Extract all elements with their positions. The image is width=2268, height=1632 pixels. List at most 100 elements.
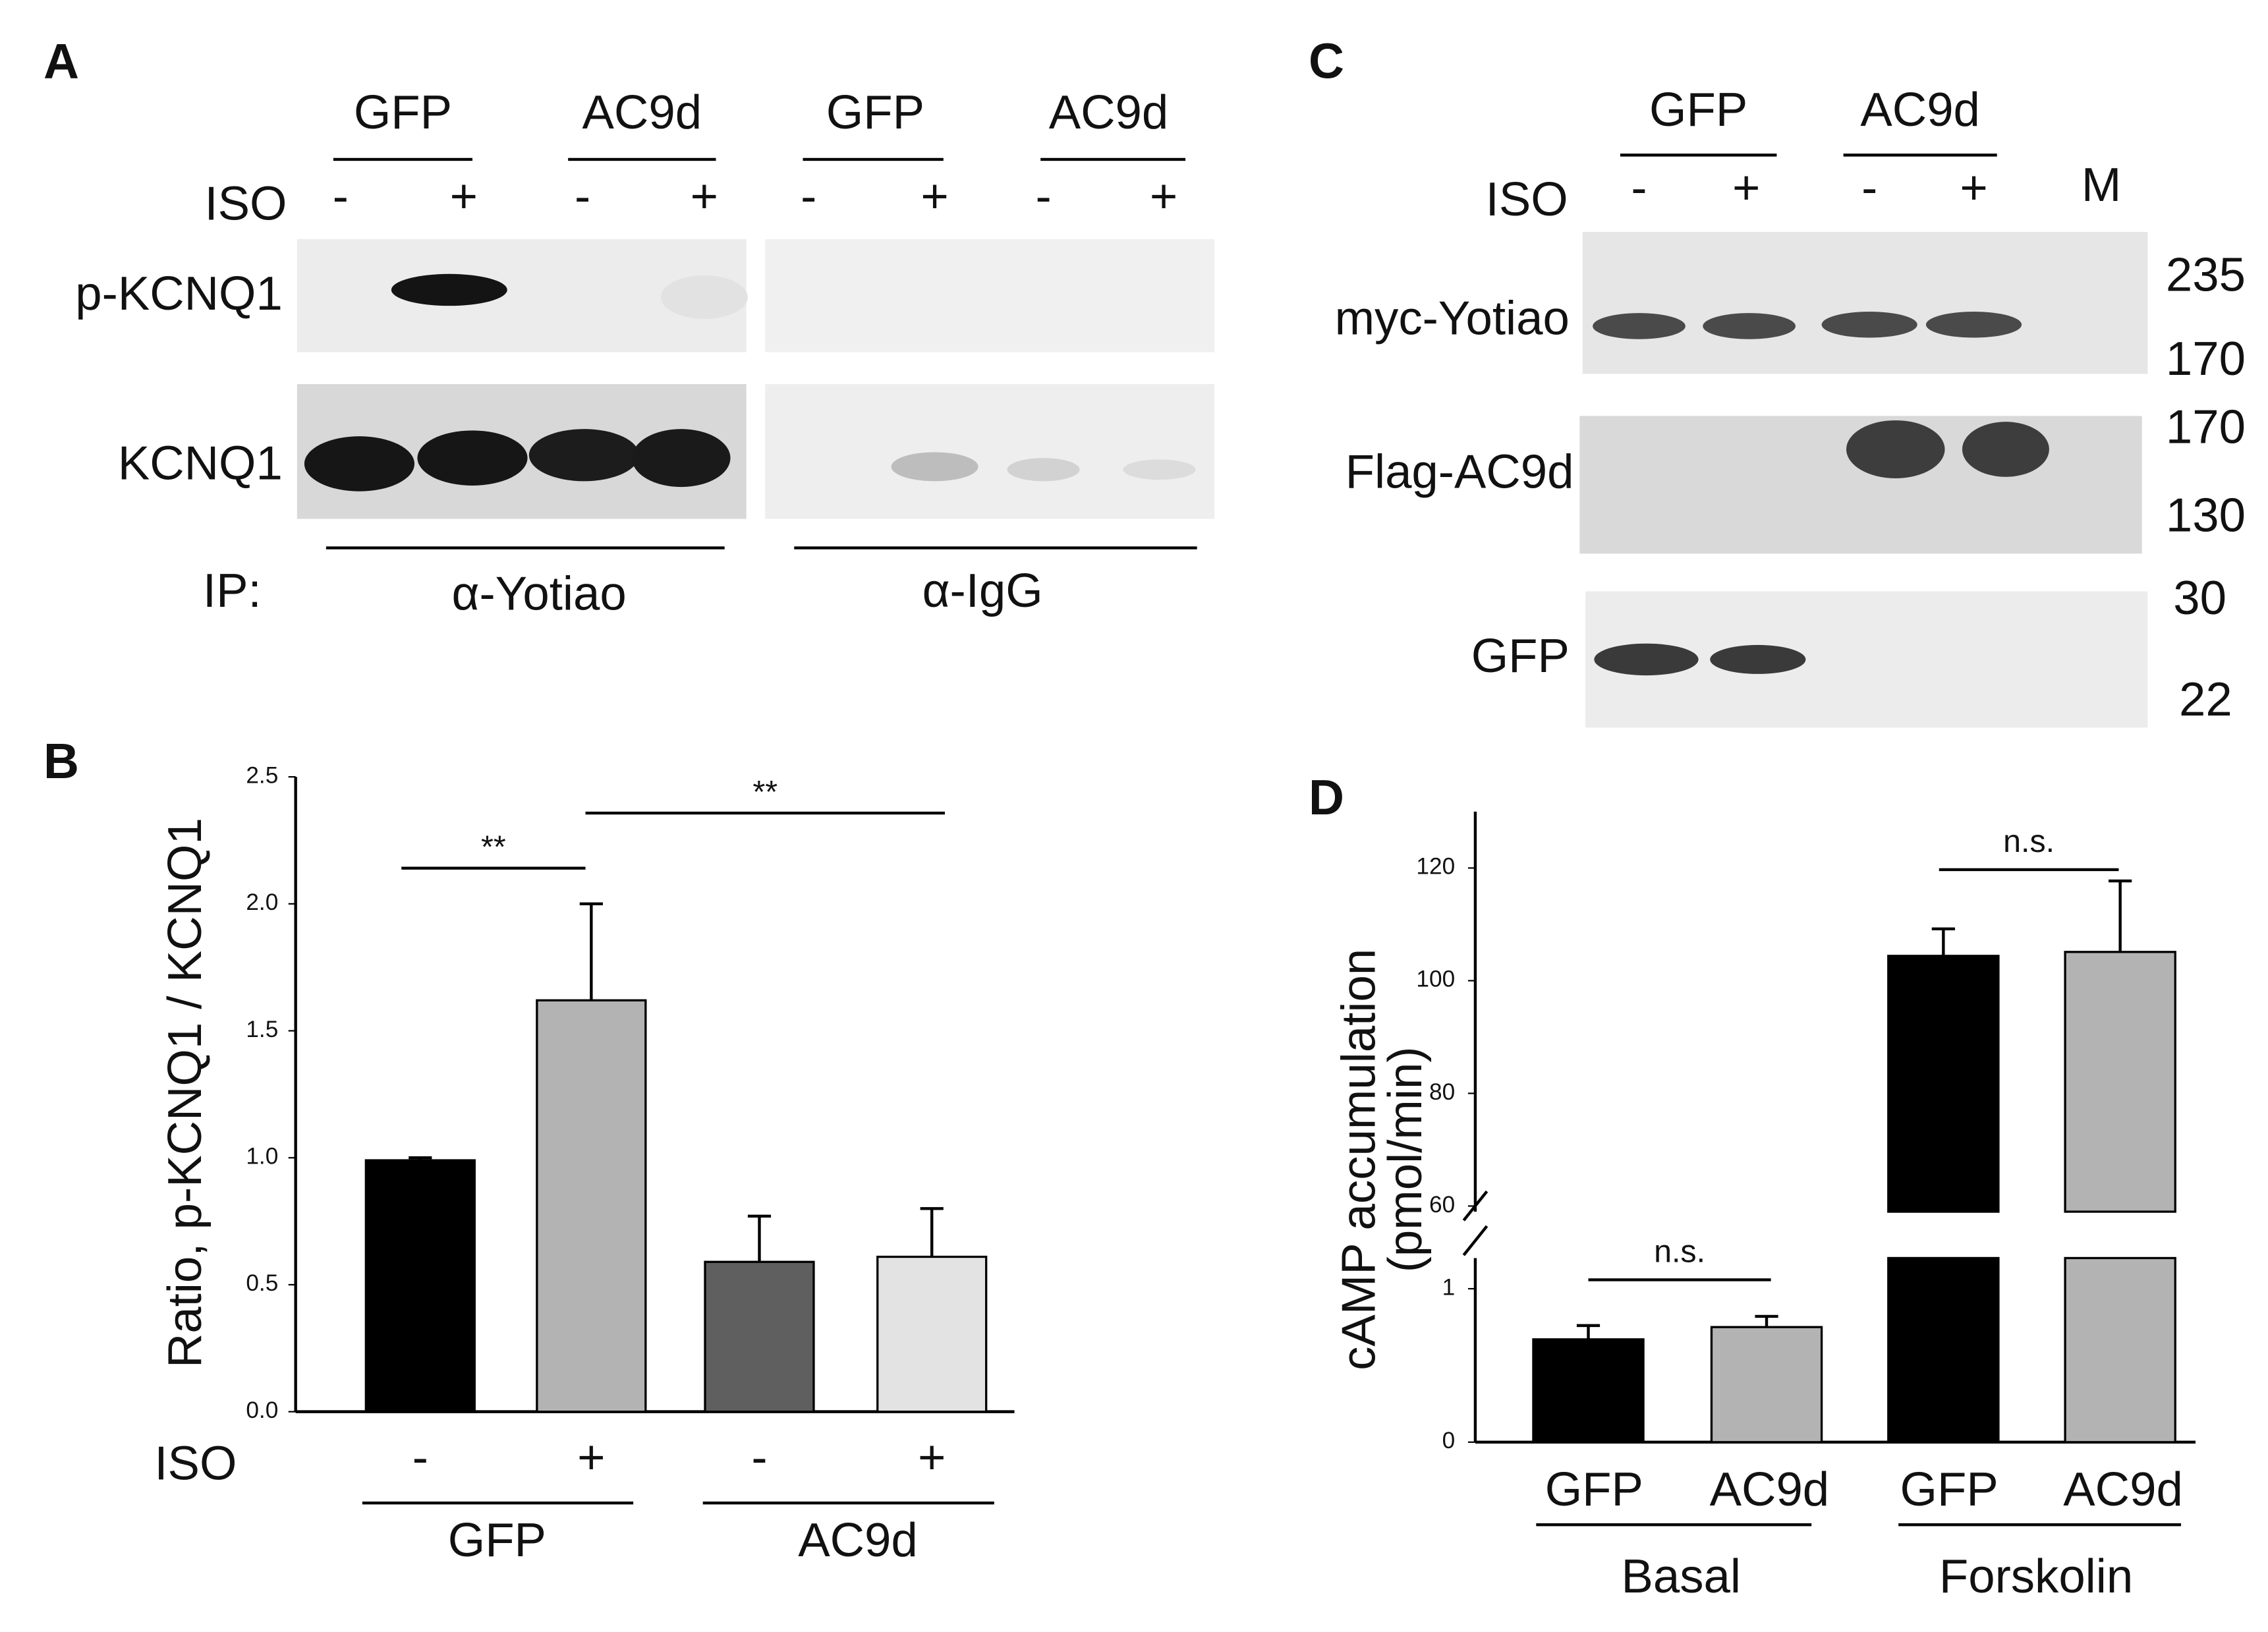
band (1593, 313, 1686, 339)
group-label: GFP (1649, 83, 1747, 136)
band (891, 452, 978, 482)
significance-label: n.s. (1654, 1234, 1705, 1270)
x-tick-label: + (577, 1431, 605, 1484)
group-label: GFP (826, 86, 924, 139)
band (1007, 458, 1080, 482)
panel-a: A GFP AC9d GFP AC9d ISO - + - + - + - + p-KCNQ1… (43, 34, 1215, 621)
band (417, 430, 528, 486)
group-label: Basal (1621, 1550, 1741, 1603)
iso-sign: - (1035, 170, 1051, 223)
marker-lane-label: M (2082, 158, 2121, 211)
axis-break (1462, 1225, 1488, 1256)
row-label: p-KCNQ1 (75, 267, 283, 320)
group-label: AC9d (1049, 86, 1169, 139)
significance-label: ** (752, 774, 778, 810)
band (1710, 644, 1806, 674)
iso-sign: + (1732, 161, 1760, 215)
y-tick-label: 100 (1416, 967, 1455, 992)
x-tick-label: AC9d (1710, 1463, 1830, 1516)
iso-sign: - (1631, 161, 1647, 215)
panel-letter: C (1309, 34, 1344, 89)
iso-sign: - (575, 170, 590, 223)
iso-sign: + (691, 170, 718, 223)
bar (2064, 951, 2176, 1213)
y-axis-label: cAMP accumulation (1332, 949, 1386, 1370)
band (1821, 311, 1917, 338)
y-tick-label: 60 (1429, 1192, 1455, 1218)
panel-c: C GFP AC9d ISO - + - + M myc-Yotiao Flag… (1309, 34, 2246, 728)
band (1925, 311, 2022, 338)
bar (1887, 955, 2000, 1213)
band (1123, 459, 1196, 480)
blot-strip (765, 239, 1215, 352)
row-label: myc-Yotiao (1335, 292, 1570, 345)
band (304, 436, 415, 492)
y-tick-label: 120 (1416, 854, 1455, 880)
group-label: GFP (354, 86, 452, 139)
iso-sign: + (921, 170, 948, 223)
iso-sign: - (1861, 161, 1877, 215)
y-axis-label: Ratio, p-KCNQ1 / KCNQ1 (158, 818, 212, 1368)
group-label: AC9d (1860, 83, 1980, 136)
group-label: GFP (448, 1513, 546, 1567)
panel-letter: B (43, 733, 79, 789)
row-label: KCNQ1 (118, 437, 283, 490)
band (528, 429, 639, 482)
blot-strip (765, 383, 1215, 519)
marker-size: 170 (2166, 332, 2246, 385)
y-tick-label: 1.0 (246, 1144, 278, 1169)
marker-size: 130 (2166, 489, 2246, 542)
y-tick-label: 0 (1442, 1428, 1456, 1453)
marker-size: 30 (2173, 571, 2226, 625)
band (660, 275, 748, 319)
y-tick-label: 2.5 (246, 762, 278, 788)
significance-label: n.s. (2003, 824, 2055, 859)
band (1703, 313, 1796, 339)
bar-lower-part (2064, 1256, 2176, 1444)
band (1846, 420, 1945, 478)
x-tick-label: - (751, 1431, 767, 1484)
x-tick-label: - (412, 1431, 428, 1484)
x-tick-label: AC9d (2063, 1463, 2183, 1516)
iso-label: ISO (1486, 173, 1568, 226)
marker-size: 22 (2179, 673, 2232, 726)
iso-label: ISO (204, 177, 287, 231)
band (1962, 422, 2049, 477)
group-label: AC9d (798, 1513, 918, 1567)
bar (876, 1255, 988, 1413)
row-label: Flag-AC9d (1346, 445, 1574, 499)
marker-size: 235 (2166, 248, 2246, 302)
x-tick-label: GFP (1900, 1463, 1999, 1516)
bar (1710, 1326, 1823, 1444)
x-tick-label: + (918, 1431, 946, 1484)
marker-size: 170 (2166, 401, 2246, 454)
row-label: GFP (1471, 629, 1570, 683)
blot-strip (1582, 231, 2148, 374)
group-label: AC9d (582, 86, 702, 139)
panel-letter: A (43, 34, 79, 89)
iso-signs: - + - + - + - + (333, 170, 1178, 223)
ip-antibody: α-IgG (922, 564, 1043, 617)
y-tick-label: 0.5 (246, 1270, 278, 1296)
bar (364, 1159, 476, 1413)
ip-label: IP: (203, 564, 262, 617)
iso-sign: + (450, 170, 478, 223)
bar-lower-part (1887, 1256, 2000, 1444)
y-tick-label: 1.5 (246, 1017, 278, 1042)
ip-antibody: α-Yotiao (452, 567, 627, 620)
bar (536, 999, 647, 1413)
y-tick-label: 2.0 (246, 889, 278, 915)
blot (297, 239, 1215, 519)
iso-sign: + (1150, 170, 1177, 223)
y-axis-label: (pmol/min) (1378, 1046, 1432, 1272)
y-tick-label: 80 (1429, 1079, 1455, 1105)
iso-sign: + (1960, 161, 1987, 215)
bar (704, 1260, 815, 1413)
bar (1532, 1338, 1645, 1444)
x-tick-label: GFP (1545, 1463, 1643, 1516)
iso-sign: - (801, 170, 816, 223)
band (391, 273, 507, 306)
significance-label: ** (481, 830, 506, 865)
